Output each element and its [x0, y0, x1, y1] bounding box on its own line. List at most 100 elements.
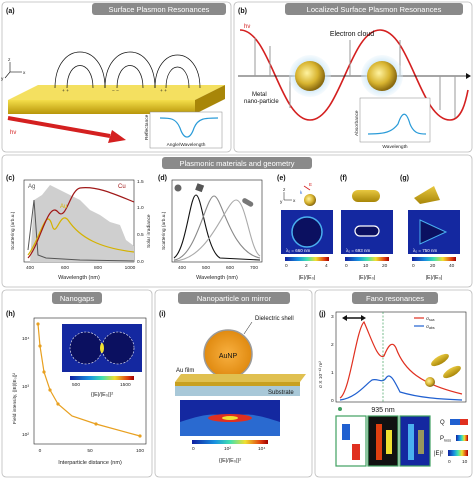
plot-c-ytick-3: 1.5 — [137, 179, 144, 185]
lambda-g: λ₀ = 750 nm — [413, 248, 438, 253]
au-film-front — [175, 382, 300, 386]
colorbar-i — [192, 440, 268, 444]
section-title-nanogaps: Nanogaps — [60, 294, 94, 303]
q-swatch-2 — [460, 419, 468, 425]
panel-label-i: (i) — [159, 311, 166, 318]
plot-h-xtick-0: 0 — [39, 448, 42, 454]
cbar-i-0: 0 — [192, 446, 195, 452]
aunp-label: AuNP — [219, 353, 238, 360]
cbar-e-label: |E|/|E₀| — [299, 275, 316, 281]
cbar-e-0: 0 — [285, 263, 288, 269]
wavelength-dot — [338, 407, 342, 411]
q-label: Q — [440, 420, 445, 426]
sphere-icon — [175, 185, 182, 192]
ploss-swatch — [456, 435, 468, 441]
absorbance-inset — [360, 98, 430, 142]
cbar-i-1: 10² — [224, 446, 231, 452]
cbar-h-label: {|E|/|E₀|}² — [91, 392, 114, 398]
hv-label-b: hν — [244, 24, 250, 30]
au-film-top — [175, 374, 306, 382]
ploss-label: Ploss — [440, 436, 451, 443]
cbar-h-1: 1500 — [120, 382, 131, 388]
colorbar-h — [70, 376, 134, 380]
legend-abs-label: σabs — [426, 325, 435, 330]
plot-c-xtick-1: 600 — [61, 265, 69, 271]
cbar-e-1: 2 — [305, 263, 308, 269]
plot-j-ylabel: σ X 10⁻¹³ m² — [318, 361, 324, 388]
ploss-map-bar-2 — [386, 430, 392, 454]
plot-j-ytick-0: 0 — [331, 398, 334, 404]
plot-d-xtick-3: 700 — [250, 265, 258, 271]
e2-swatch — [448, 450, 468, 456]
panel-label-d: (d) — [158, 175, 167, 182]
plot-h-ytick-1: 10³ — [22, 384, 29, 390]
nanoparticle-left — [295, 61, 325, 91]
plot-d-xtick-0: 400 — [178, 265, 186, 271]
q-map-red — [352, 444, 360, 460]
plot-c-ylabel-right: Solar irradiance — [146, 214, 152, 248]
panel-label-j: (j) — [319, 311, 326, 318]
section-title-materials: Plasmonic materials and geometry — [179, 159, 294, 168]
gap-particle-right — [102, 332, 134, 364]
cbar-g-1: 20 — [430, 263, 436, 269]
electron-cloud-label: Electron cloud — [330, 31, 374, 38]
dielectric-label: Dielectric shell — [255, 316, 294, 322]
cbar-g-label: |E|/|E₀| — [426, 275, 443, 281]
panel-b-frame — [234, 2, 472, 152]
e-label: E — [309, 182, 312, 187]
q-map — [336, 416, 366, 466]
plot-c-ytick-0: 0.0 — [137, 259, 144, 265]
cbar-f-label: |E|/|E₀| — [359, 275, 376, 281]
plot-h-xlabel: Interparticle distance (nm) — [58, 460, 122, 466]
cbar-g-2: 40 — [449, 263, 455, 269]
colorbar-f — [345, 257, 389, 261]
panel-label-c: (c) — [6, 175, 15, 182]
plot-c-xtick-0: 400 — [26, 265, 34, 271]
ploss-map-bar — [376, 424, 382, 460]
sphere-np-icon — [304, 194, 316, 206]
au-film-label: Au film — [176, 368, 194, 374]
colorbar-g — [412, 257, 456, 261]
absorbance-xlabel: Wavelength — [382, 144, 407, 150]
plot-d-ylabel: Scattering (arb.u.) — [161, 211, 167, 250]
section-title-mirror: Nanoparticle on mirror — [197, 294, 272, 303]
e2-map-bar-2 — [418, 430, 424, 454]
metal-np-label-1: Metal — [252, 92, 267, 98]
lambda-e: λ₀ = 660 nm — [286, 248, 311, 253]
nanoparticle-right — [367, 61, 397, 91]
q-swatch — [450, 419, 460, 425]
plot-h-ylabel: Field intensity, {|E|/|E₀|}² — [12, 372, 18, 424]
plot-d-xlabel: Wavelength (nm) — [196, 275, 238, 281]
plot-j-ytick-2: 2 — [331, 342, 334, 348]
cbar-h-0: 500 — [72, 382, 80, 388]
panel-label-g: (g) — [400, 175, 409, 182]
lambda-f: λ₀ = 693 nm — [346, 248, 371, 253]
section-title-fano: Fano resonances — [366, 294, 424, 303]
cbar-f-1: 10 — [363, 263, 369, 269]
plot-d-xtick-2: 600 — [226, 265, 234, 271]
plot-h-ytick-2: 10⁴ — [22, 336, 29, 342]
substrate-label: Substrate — [268, 390, 294, 396]
cu-label: Cu — [118, 184, 126, 190]
charge-minus-1: − − — [112, 89, 119, 94]
e2-map — [400, 416, 430, 466]
colorbar-e — [285, 257, 329, 261]
sphere-particle — [425, 377, 435, 387]
cbar-i-label: {|E|/|E₀|}² — [219, 458, 242, 464]
legend-sca-label: σsca — [426, 317, 434, 322]
panel-label-h: (h) — [6, 311, 15, 318]
gap-particle-left — [70, 332, 102, 364]
plot-d-xtick-1: 500 — [202, 265, 210, 271]
cbar-f-0: 0 — [345, 263, 348, 269]
rod-np-icon — [352, 190, 380, 202]
panel-label-f: (f) — [340, 175, 347, 182]
plot-j-ytick-3: 3 — [331, 314, 334, 320]
cbar-g-0: 0 — [412, 263, 415, 269]
q-map-blue — [342, 424, 350, 440]
panel-label-b: (b) — [238, 8, 247, 15]
charge-plus-1: + + — [62, 89, 69, 94]
cbar-e-2: 4 — [325, 263, 328, 269]
wavelength-label: 935 nm — [371, 407, 395, 414]
plot-c-ytick-1: 0.5 — [137, 232, 144, 238]
plot-c-xtick-2: 800 — [94, 265, 102, 271]
